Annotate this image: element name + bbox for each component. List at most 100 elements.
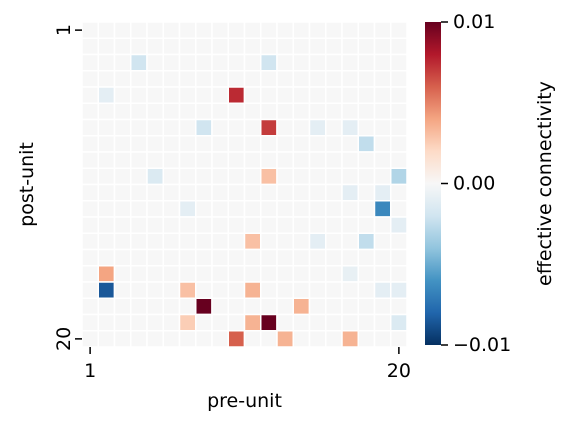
heatmap-cell bbox=[130, 265, 148, 283]
heatmap-cell bbox=[341, 102, 359, 121]
heatmap-cell bbox=[211, 86, 229, 104]
heatmap-cell bbox=[146, 118, 164, 137]
heatmap-cell bbox=[227, 297, 246, 316]
heatmap-cell bbox=[373, 102, 392, 121]
heatmap-cell bbox=[195, 248, 213, 267]
heatmap-cell bbox=[325, 70, 343, 88]
heatmap-cell bbox=[178, 37, 197, 56]
heatmap-cell bbox=[292, 216, 311, 234]
heatmap-cell bbox=[81, 216, 99, 234]
heatmap-cell bbox=[146, 330, 164, 348]
heatmap-cell bbox=[276, 281, 294, 299]
heatmap-cell bbox=[81, 313, 99, 332]
heatmap-cell bbox=[243, 53, 262, 72]
heatmap-cell bbox=[243, 265, 262, 283]
heatmap-cell bbox=[227, 248, 246, 267]
heatmap-cell bbox=[81, 281, 99, 299]
heatmap-cell bbox=[162, 281, 181, 299]
heatmap-cell-active bbox=[178, 281, 197, 299]
heatmap-cell bbox=[146, 281, 164, 299]
heatmap-cell bbox=[292, 135, 311, 153]
heatmap-cell bbox=[195, 216, 213, 234]
heatmap-cell bbox=[130, 313, 148, 332]
heatmap-grid bbox=[81, 21, 408, 348]
heatmap-cell bbox=[357, 21, 376, 39]
heatmap-cell bbox=[292, 102, 311, 121]
heatmap-cell bbox=[341, 151, 359, 169]
heatmap-cell bbox=[357, 70, 376, 88]
heatmap-cell bbox=[325, 167, 343, 186]
heatmap-cell bbox=[211, 70, 229, 88]
heatmap-cell bbox=[390, 135, 408, 153]
heatmap-cell bbox=[260, 216, 278, 234]
heatmap-cell bbox=[308, 37, 327, 56]
heatmap-cell bbox=[276, 167, 294, 186]
heatmap-cell bbox=[357, 248, 376, 267]
heatmap-cell bbox=[113, 118, 132, 137]
heatmap-cell bbox=[146, 135, 164, 153]
heatmap-cell bbox=[260, 183, 278, 202]
heatmap-cell bbox=[130, 232, 148, 251]
heatmap-cell bbox=[97, 232, 116, 251]
heatmap-cell bbox=[308, 70, 327, 88]
heatmap-cell bbox=[146, 232, 164, 251]
y-tick-label: 20 bbox=[53, 327, 75, 351]
heatmap-cell bbox=[113, 200, 132, 218]
heatmap-cell bbox=[243, 37, 262, 56]
heatmap-cell bbox=[390, 70, 408, 88]
heatmap-cell bbox=[357, 37, 376, 56]
heatmap-cell bbox=[308, 281, 327, 299]
heatmap-cell bbox=[178, 216, 197, 234]
heatmap-cell bbox=[113, 37, 132, 56]
heatmap-cell bbox=[390, 248, 408, 267]
heatmap-cell bbox=[373, 167, 392, 186]
heatmap-cell-active bbox=[341, 118, 359, 137]
heatmap-cell bbox=[292, 200, 311, 218]
heatmap-cell bbox=[243, 183, 262, 202]
heatmap-cell-active bbox=[227, 86, 246, 104]
heatmap-cell-active bbox=[308, 232, 327, 251]
heatmap-cell bbox=[276, 37, 294, 56]
heatmap-cell bbox=[308, 167, 327, 186]
heatmap-cell bbox=[81, 70, 99, 88]
heatmap-cell bbox=[341, 216, 359, 234]
heatmap-cell bbox=[292, 70, 311, 88]
heatmap-cell bbox=[308, 200, 327, 218]
heatmap-cell bbox=[162, 297, 181, 316]
heatmap-cell bbox=[325, 330, 343, 348]
heatmap-cell bbox=[357, 200, 376, 218]
heatmap-cell bbox=[357, 281, 376, 299]
heatmap-cell bbox=[211, 232, 229, 251]
heatmap-cell bbox=[373, 53, 392, 72]
heatmap-cell bbox=[390, 21, 408, 39]
heatmap-cell bbox=[146, 86, 164, 104]
heatmap-cell bbox=[97, 200, 116, 218]
heatmap-cell bbox=[292, 53, 311, 72]
heatmap-cell-active bbox=[390, 167, 408, 186]
heatmap-cell bbox=[195, 135, 213, 153]
colorbar-tick-label: 0.01 bbox=[453, 11, 495, 33]
heatmap-cell bbox=[195, 183, 213, 202]
heatmap-cell bbox=[276, 21, 294, 39]
heatmap-cell bbox=[325, 281, 343, 299]
heatmap-cell bbox=[308, 216, 327, 234]
heatmap-cell bbox=[130, 37, 148, 56]
heatmap-cell bbox=[341, 313, 359, 332]
heatmap-cell bbox=[195, 21, 213, 39]
heatmap-cell bbox=[146, 265, 164, 283]
heatmap-cell bbox=[178, 86, 197, 104]
heatmap-cell bbox=[130, 151, 148, 169]
heatmap-cell bbox=[211, 135, 229, 153]
heatmap-cell bbox=[130, 21, 148, 39]
heatmap-cell bbox=[227, 53, 246, 72]
heatmap-cell bbox=[178, 183, 197, 202]
heatmap-cell bbox=[97, 21, 116, 39]
heatmap-cell bbox=[146, 297, 164, 316]
heatmap-cell bbox=[227, 37, 246, 56]
heatmap-cell bbox=[162, 102, 181, 121]
heatmap-cell bbox=[373, 118, 392, 137]
heatmap-cell-active bbox=[341, 183, 359, 202]
heatmap-cell bbox=[341, 167, 359, 186]
heatmap-cell bbox=[276, 70, 294, 88]
heatmap-cell bbox=[162, 232, 181, 251]
